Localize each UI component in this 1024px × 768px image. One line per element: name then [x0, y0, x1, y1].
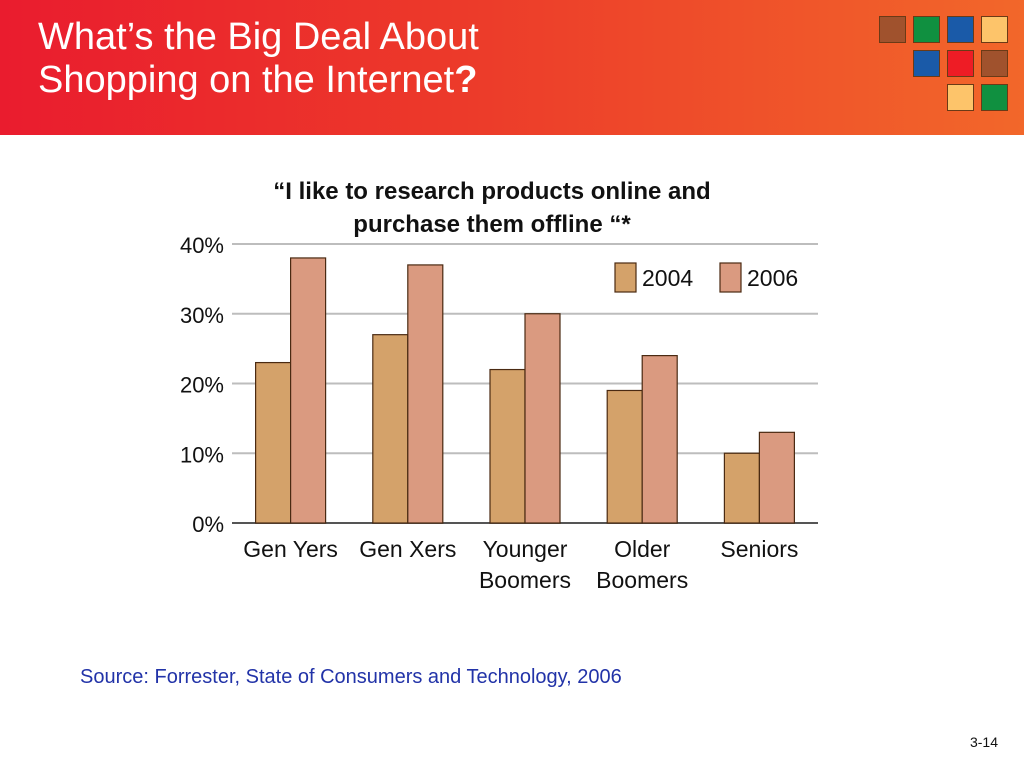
logo-tile [981, 16, 1008, 43]
slide-title-line-1: What’s the Big Deal About [38, 16, 479, 58]
bar-2004 [489, 368, 526, 524]
y-tick-label: 40% [180, 233, 224, 258]
slide-title-line-2: Shopping on the Internet? [38, 59, 479, 102]
slide-header: What’s the Big Deal About Shopping on th… [0, 0, 1024, 135]
y-tick-label: 20% [180, 373, 224, 398]
bar-2006 [290, 257, 327, 524]
legend-swatch-2004 [614, 262, 637, 293]
bars [255, 257, 796, 524]
logo-tile [913, 16, 940, 43]
y-tick-label: 30% [180, 303, 224, 328]
slide-title-question-mark: ? [454, 59, 478, 101]
legend-label-2006: 2006 [747, 265, 798, 291]
slide-title: What’s the Big Deal About Shopping on th… [38, 16, 479, 102]
bar-2004 [606, 389, 643, 524]
x-category-label: Boomers [479, 567, 571, 593]
y-tick-label: 0% [192, 512, 224, 537]
x-category-label: Younger [483, 536, 568, 562]
legend: 2004 2006 [614, 262, 798, 293]
logo-tile [981, 84, 1008, 111]
legend-label-2004: 2004 [642, 265, 693, 291]
x-category-label: Gen Xers [359, 536, 456, 562]
x-category-label: Older [614, 536, 671, 562]
x-axis-categories: Gen Yers Gen Xers Younger Boomers Older Boome… [243, 536, 798, 593]
logo-tile [947, 84, 974, 111]
logo-tile [913, 50, 940, 77]
bar-2006 [524, 313, 561, 524]
bar-2004 [372, 334, 409, 524]
source-note: Source: Forrester, State of Consumers an… [80, 666, 622, 688]
x-category-label: Boomers [596, 567, 688, 593]
logo-tile [879, 16, 906, 43]
slide-title-line-2-text: Shopping on the Internet [38, 59, 455, 101]
logo-tile [981, 50, 1008, 77]
logo-tile [947, 50, 974, 77]
y-axis-ticks: 0% 10% 20% 30% 40% [180, 233, 224, 537]
x-category-label: Seniors [720, 536, 798, 562]
bar-2006 [407, 264, 444, 524]
chart-title-line-1: “I like to research products online and [273, 178, 710, 205]
legend-swatch-2006 [719, 262, 742, 293]
bar-2006 [758, 431, 796, 524]
bar-2004 [255, 361, 292, 524]
x-category-label: Gen Yers [243, 536, 338, 562]
slide-number: 3-14 [969, 734, 998, 750]
y-tick-label: 10% [180, 442, 224, 467]
chart-title: “I like to research products online and … [273, 178, 710, 238]
chart-title-line-2: purchase them offline “* [353, 211, 631, 238]
bar-2004 [723, 452, 761, 524]
logo-tile [947, 16, 974, 43]
bar-2006 [641, 355, 678, 524]
